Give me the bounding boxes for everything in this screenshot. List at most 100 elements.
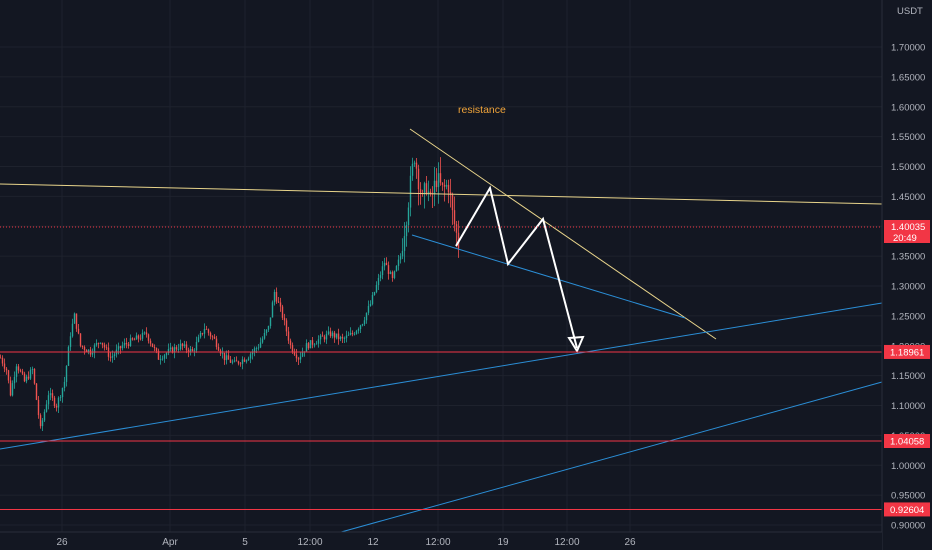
level-price-value: 1.18961 xyxy=(890,347,924,358)
candle-body xyxy=(213,336,216,339)
candle-body xyxy=(371,295,374,304)
candle-body xyxy=(175,347,178,350)
x-tick-label: Apr xyxy=(162,537,178,548)
candle-body xyxy=(293,351,296,355)
y-tick-label: 0.90000 xyxy=(891,521,925,532)
candle-body xyxy=(329,331,332,337)
candle-body xyxy=(65,365,68,382)
candle-body xyxy=(291,345,294,352)
candle-body xyxy=(367,305,370,313)
candle-body xyxy=(167,348,170,353)
candle-body xyxy=(223,352,226,361)
candle-body xyxy=(443,184,446,187)
candle-body xyxy=(237,361,240,364)
candle-body xyxy=(339,336,342,340)
x-tick-label: 12 xyxy=(367,537,379,548)
candle-body xyxy=(129,338,132,346)
chart-grid xyxy=(0,0,882,532)
candle-body xyxy=(111,356,114,358)
x-tick-label: 26 xyxy=(624,537,636,548)
resistance-annotation[interactable]: resistance xyxy=(458,104,506,116)
candle-body xyxy=(99,342,102,344)
candle-body xyxy=(189,348,192,353)
candle-body xyxy=(391,272,394,278)
candle-body xyxy=(451,194,454,211)
candle-body xyxy=(135,335,138,340)
candle-body xyxy=(411,163,414,176)
candle-body xyxy=(355,330,358,334)
candle-body xyxy=(321,335,324,337)
candle-body xyxy=(349,332,352,335)
candle-body xyxy=(259,342,262,348)
candle-body xyxy=(409,175,412,208)
candle-body xyxy=(163,355,166,359)
candle-body xyxy=(9,380,12,396)
y-tick-label: 1.65000 xyxy=(891,72,925,83)
candle-body xyxy=(119,346,122,349)
candle-body xyxy=(353,333,356,335)
candle-body xyxy=(67,346,70,366)
candle-body xyxy=(191,348,194,351)
y-tick-label: 1.60000 xyxy=(891,102,925,113)
candle-body xyxy=(285,320,288,332)
candle-body xyxy=(227,355,230,360)
candle-body xyxy=(359,325,362,330)
candle-body xyxy=(217,346,220,351)
candle-body xyxy=(85,350,88,352)
candle-body xyxy=(247,358,250,361)
candle-body xyxy=(75,313,78,329)
candle-body xyxy=(57,397,60,408)
candle-body xyxy=(95,342,98,346)
time-axis[interactable]: 26 Apr 5 12:00 12 12:00 19 12:00 26 xyxy=(0,531,882,550)
candle-body xyxy=(215,338,218,347)
candle-body xyxy=(423,183,426,195)
resistance-line[interactable] xyxy=(0,183,883,205)
ascending-trend-line-lower[interactable] xyxy=(333,381,883,535)
candle-body xyxy=(357,329,360,331)
candle-body xyxy=(399,256,402,260)
candle-body xyxy=(53,397,56,406)
candle-body xyxy=(61,387,64,398)
candle-body xyxy=(317,339,320,344)
candle-body xyxy=(0,357,2,359)
candle-body xyxy=(295,354,298,359)
candle-body xyxy=(379,275,382,278)
descending-wedge-lower-line[interactable] xyxy=(411,234,686,319)
candle-body xyxy=(265,329,268,333)
candle-body xyxy=(365,312,368,321)
candle-body xyxy=(77,328,80,334)
candle-body xyxy=(31,368,34,370)
candle-body xyxy=(23,373,26,382)
candle-body xyxy=(327,331,330,334)
x-tick-label: 12:00 xyxy=(425,537,450,548)
candle-body xyxy=(433,180,436,195)
candle-body xyxy=(377,277,380,286)
candle-body xyxy=(297,358,300,360)
y-tick-label: 1.30000 xyxy=(891,282,925,293)
candle-body xyxy=(323,336,326,340)
candle-body xyxy=(325,333,328,340)
candle-body xyxy=(445,184,448,187)
candle-body xyxy=(159,359,162,360)
candle-body xyxy=(29,369,32,379)
projection-path[interactable] xyxy=(455,185,578,349)
candle-body xyxy=(441,182,444,185)
candle-body xyxy=(319,335,322,340)
y-tick-label: 1.10000 xyxy=(891,401,925,412)
price-axis[interactable]: USDT xyxy=(881,0,932,550)
candle-body xyxy=(103,344,106,348)
candle-body xyxy=(345,335,348,339)
candle-body xyxy=(277,301,280,303)
candle-body xyxy=(121,345,124,349)
candle-body xyxy=(33,368,36,384)
ascending-trend-line-upper[interactable] xyxy=(0,302,883,450)
candle-body xyxy=(335,333,338,338)
candle-body xyxy=(211,336,214,338)
candle-body xyxy=(363,320,366,325)
candle-body xyxy=(313,344,316,346)
descending-wedge-upper-line[interactable] xyxy=(409,128,717,340)
candle-body xyxy=(47,395,50,405)
level-price-value: 1.04058 xyxy=(890,437,924,448)
candle-body xyxy=(123,342,126,346)
